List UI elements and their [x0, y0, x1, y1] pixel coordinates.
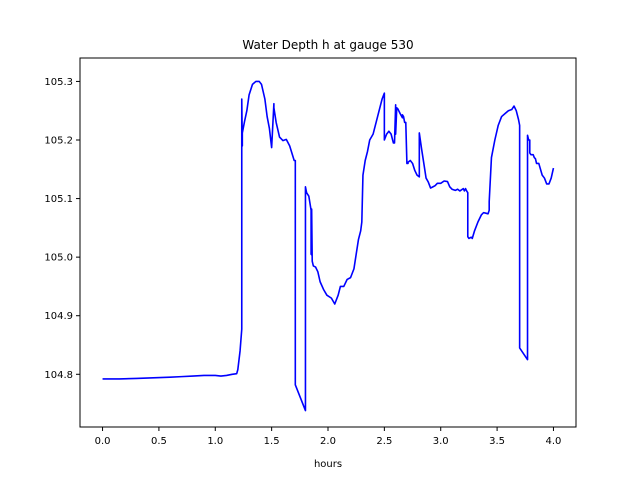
x-tick-label: 1.0 [207, 436, 223, 447]
x-tick-label: 1.5 [264, 436, 280, 447]
x-tick-label: 3.5 [489, 436, 505, 447]
series-line [102, 80, 555, 412]
y-tick-label: 105.0 [44, 253, 73, 264]
x-tick-label: 0.0 [95, 436, 111, 447]
axes-frame [79, 57, 577, 428]
x-tick-label: 0.5 [151, 436, 167, 447]
y-tick-label: 105.2 [44, 136, 73, 147]
x-tick-label: 2.0 [320, 436, 336, 447]
chart-title: Water Depth h at gauge 530 [242, 38, 413, 52]
y-tick-label: 104.8 [44, 370, 73, 381]
y-tick-label: 104.9 [44, 311, 73, 322]
x-tick-label: 3.0 [433, 436, 449, 447]
x-tick-label: 4.0 [546, 436, 562, 447]
x-axis-label: hours [314, 459, 342, 470]
series-layer [102, 80, 555, 412]
y-tick-label: 105.3 [44, 77, 73, 88]
x-tick-label: 2.5 [376, 436, 392, 447]
y-tick-label: 105.1 [44, 194, 73, 205]
plot-area [80, 58, 576, 427]
x-axis-ticks: 0.0 0.5 1.0 1.5 2.0 2.5 3.0 3.5 4.0 [95, 427, 562, 447]
y-axis-ticks: 104.8 104.9 105.0 105.1 105.2 105.3 [44, 77, 80, 381]
